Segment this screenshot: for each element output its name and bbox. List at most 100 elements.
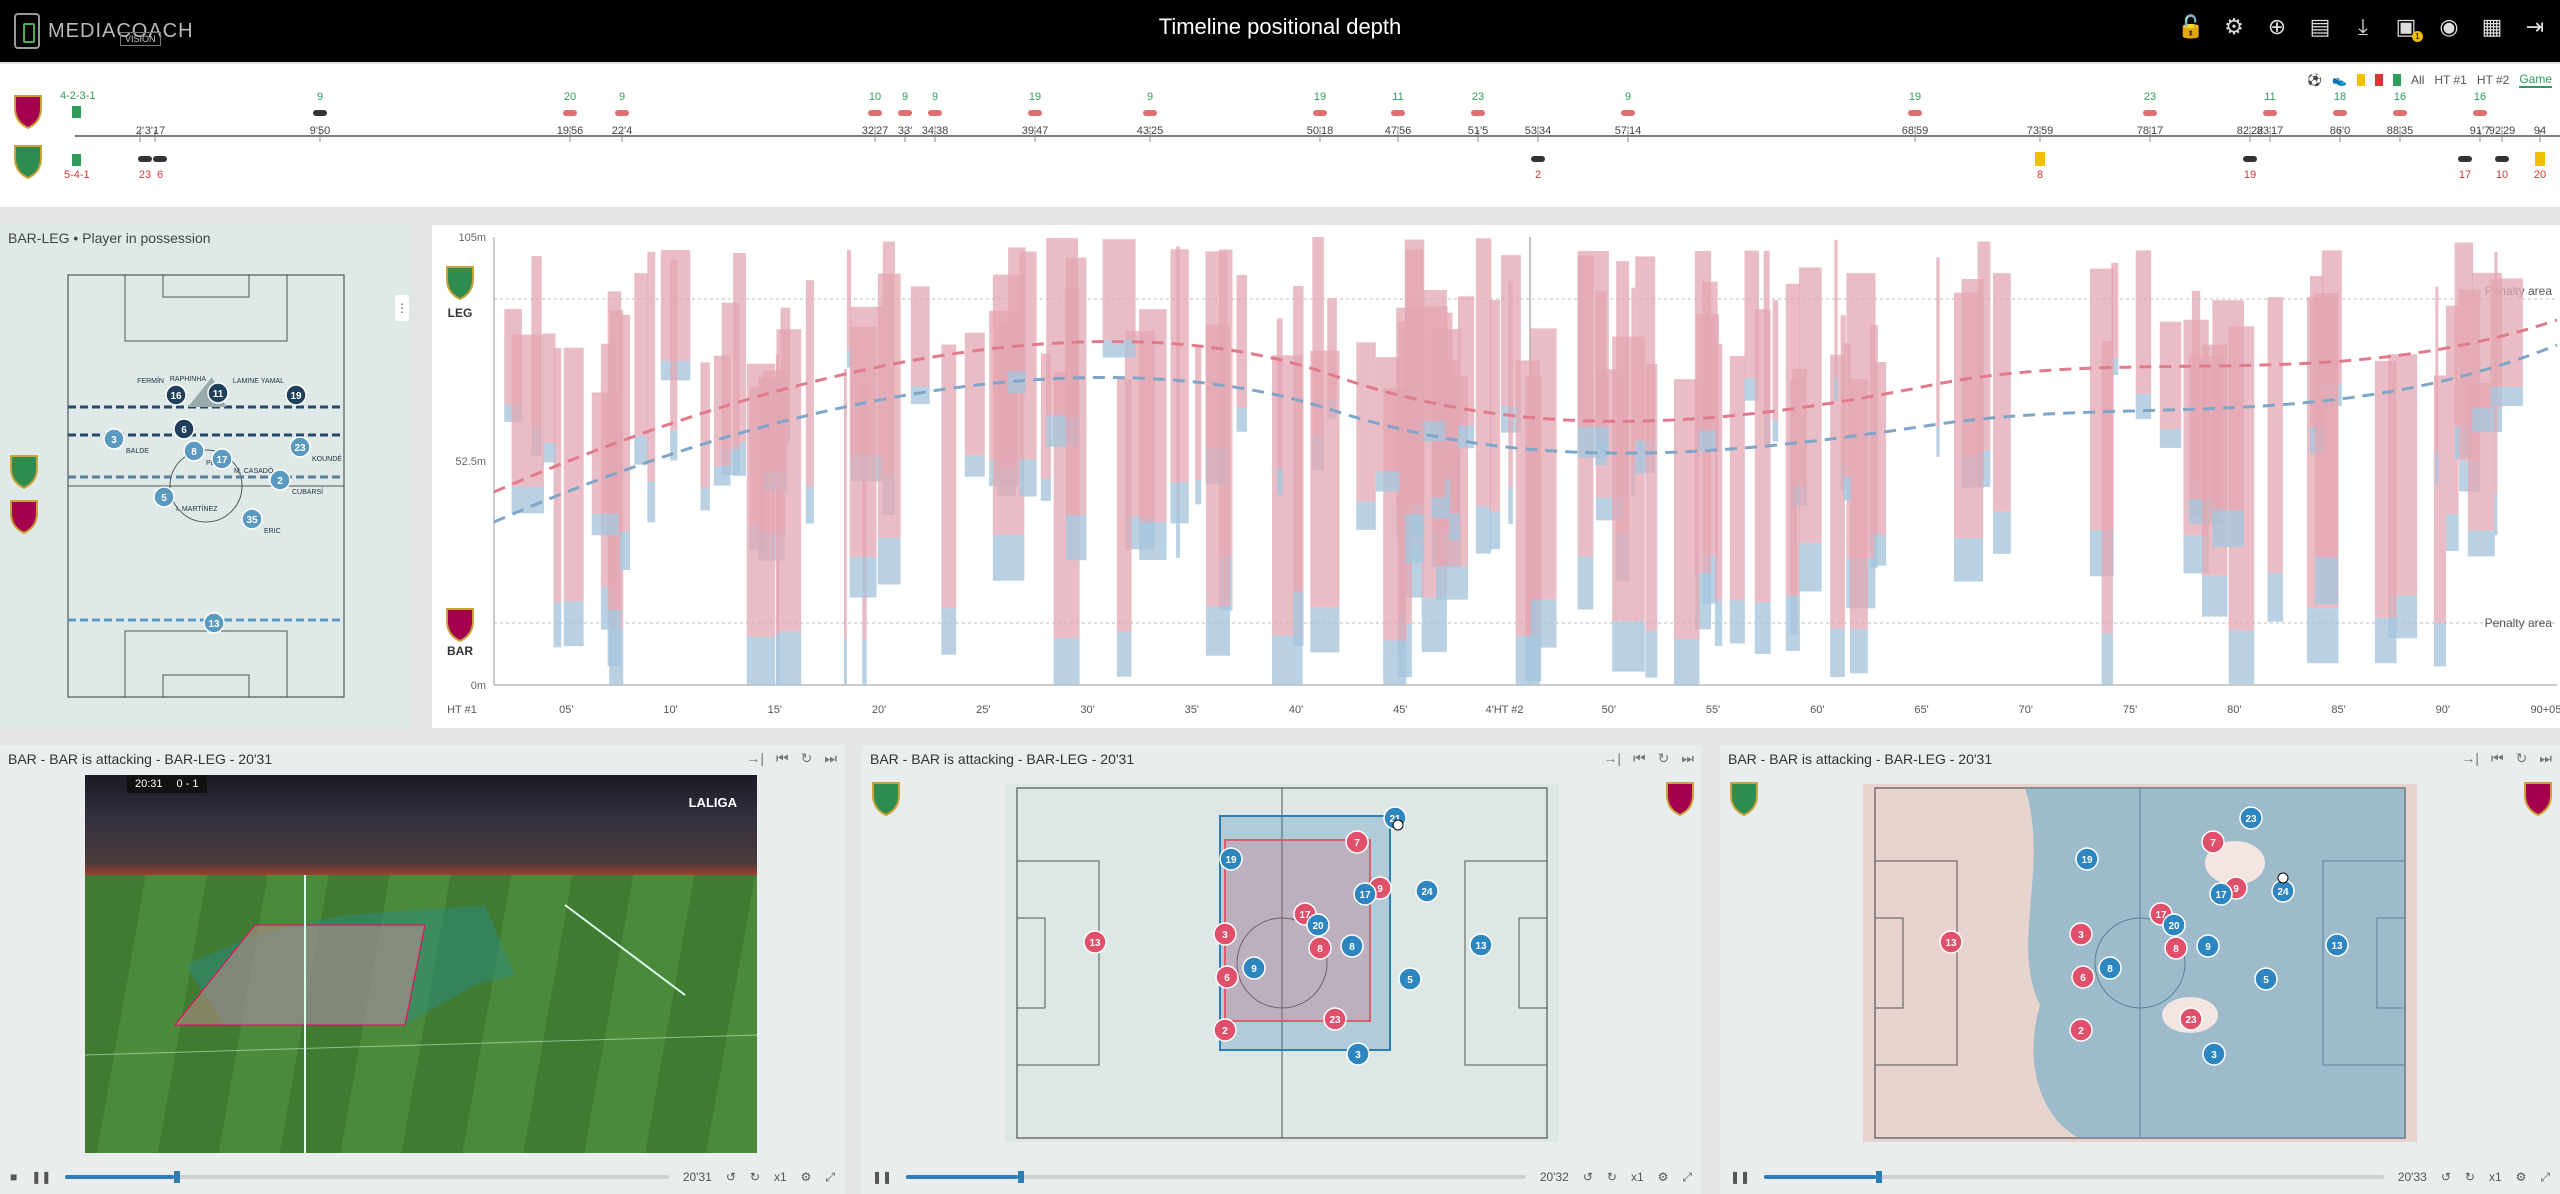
shoe-icon (1471, 110, 1485, 116)
x-tick-label: 80' (2227, 704, 2241, 716)
player-name: RAPHINHA (170, 376, 207, 383)
sub-icon (72, 106, 81, 118)
video-frame[interactable]: 20:31 0 - 1 LALIGA (85, 775, 757, 1153)
timeline-time-label: 3'17 (145, 125, 165, 137)
rewind-icon[interactable]: ↺ (1582, 1170, 1593, 1184)
x-tick-label: 05' (559, 704, 573, 716)
pause-button[interactable]: ❚❚ (872, 1170, 893, 1184)
red-card-filter-icon[interactable] (2375, 74, 2384, 86)
rewind-icon[interactable]: ↺ (2440, 1170, 2451, 1184)
plus-circle-icon[interactable]: ⊕ (2267, 14, 2287, 39)
ball-icon (1392, 819, 1404, 831)
app-logo[interactable]: MEDIACOACH (14, 8, 194, 54)
shape-progress[interactable] (906, 1171, 1526, 1183)
depth-bar-leg (647, 251, 656, 482)
video-progress[interactable] (65, 1171, 669, 1183)
last-icon[interactable]: ⏭ (2539, 750, 2552, 766)
settings-icon[interactable]: ⚙ (2515, 1170, 2527, 1184)
timeline-time-label: 78'17 (2137, 125, 2164, 137)
expand-icon[interactable]: →| (2461, 750, 2480, 766)
depth-bar-bar (775, 635, 780, 685)
depth-bar-leg (1874, 361, 1887, 536)
leganes-crest-icon (1730, 782, 1758, 817)
depth-bar-bar (2435, 453, 2439, 484)
speed-label[interactable]: x1 (2488, 1170, 2502, 1184)
refresh-icon[interactable]: ↻ (2515, 750, 2528, 766)
logout-icon[interactable]: ⇥ (2525, 14, 2545, 39)
forward-icon[interactable]: ↻ (1606, 1170, 1617, 1184)
user-icon[interactable]: ◉ (2439, 14, 2459, 39)
yellow-card-filter-icon[interactable] (2357, 74, 2366, 86)
filter-all[interactable]: All (2411, 73, 2425, 87)
filter-ht1[interactable]: HT #1 (2434, 73, 2467, 87)
map-icon[interactable]: ▤ (2309, 14, 2331, 39)
gear-icon[interactable]: ⚙ (2224, 14, 2244, 39)
forward-icon[interactable]: ↻ (2464, 1170, 2475, 1184)
player-number: 19 (290, 391, 302, 402)
pause-button[interactable]: ❚❚ (31, 1170, 52, 1184)
download-icon[interactable]: ⤓ (2358, 14, 2368, 39)
player-number: 13 (2331, 941, 2343, 952)
last-icon[interactable]: ⏭ (1681, 750, 1694, 766)
player-number: 5 (161, 493, 167, 504)
shoe-filter-icon[interactable]: 👟 (2332, 73, 2348, 87)
depth-bar-bar (1798, 542, 1822, 592)
refresh-icon[interactable]: ↻ (800, 750, 813, 766)
panel-menu-icon[interactable]: ⋮ (395, 295, 409, 321)
player-light-marker (183, 440, 205, 462)
first-icon[interactable]: ⏮ (2491, 750, 2504, 766)
video-overlay (85, 875, 757, 1153)
heat-pitch[interactable]: 13 7 9 3 17 8 6 2 23 23 19 17 24 20 9 8 5 13 3 (1720, 745, 2560, 1155)
shoe-icon (1143, 110, 1157, 116)
first-icon[interactable]: ⏮ (1633, 750, 1646, 766)
forward-icon[interactable]: ↻ (749, 1170, 760, 1184)
red-player-marker (1215, 965, 1239, 989)
refresh-icon[interactable]: ↻ (1657, 750, 1670, 766)
expand-icon[interactable]: →| (1603, 750, 1622, 766)
pause-button[interactable]: ❚❚ (1730, 1170, 1751, 1184)
shape-pitch[interactable]: 13 7 9 3 17 8 6 2 23 21 19 17 24 20 8 9 5 13 3 (862, 745, 1702, 1155)
player-number: 13 (1475, 941, 1487, 952)
player-number: 7 (2210, 838, 2216, 849)
timeline-track[interactable]: 2' 3'17 9'50 19'56 22'4 32'27 33' 34'38 39'47 43'… (0, 64, 2560, 207)
expand-icon[interactable]: →| (746, 750, 765, 766)
tac-icon[interactable]: ■ (10, 1170, 18, 1184)
last-icon[interactable]: ⏭ (824, 750, 837, 766)
fullscreen-icon[interactable]: ⤢ (825, 1169, 835, 1184)
shoe-icon (138, 156, 152, 162)
depth-bar-bar (1834, 376, 1838, 401)
grid-icon[interactable]: ▦ (2481, 14, 2503, 39)
blue-player-marker (2075, 847, 2099, 871)
rewind-icon[interactable]: ↺ (725, 1170, 736, 1184)
settings-icon[interactable]: ⚙ (1657, 1170, 1669, 1184)
fullscreen-icon[interactable]: ⤢ (2540, 1169, 2550, 1184)
timeline-time-label: 47'56 (1385, 125, 1412, 137)
player-name: M. CASADÓ (234, 466, 274, 475)
timeline-time-label: 68'59 (1902, 125, 1929, 137)
sub-filter-icon[interactable] (2393, 74, 2402, 86)
filter-ht2[interactable]: HT #2 (2476, 73, 2510, 87)
possession-pitch[interactable]: 16 FERMÍN 11 RAPHINHA 19 LAMINE YAMAL 6 3 BALDE 8… (0, 225, 412, 728)
x-tick-label: 20' (872, 704, 886, 716)
away-event-number: 8 (2037, 169, 2043, 181)
heat-progress[interactable] (1764, 1171, 2384, 1183)
save-icon[interactable]: ▣ 1 (2393, 14, 2423, 42)
ball-filter-icon[interactable]: ⚽ (2307, 73, 2323, 87)
settings-icon[interactable]: ⚙ (800, 1170, 812, 1184)
depth-bar-bar (1116, 632, 1132, 677)
first-icon[interactable]: ⏮ (776, 750, 789, 766)
depth-bar-leg (1714, 343, 1723, 601)
depth-bar-bar (1874, 535, 1887, 566)
depth-bar-bar (1673, 639, 1700, 685)
speed-label[interactable]: x1 (1630, 1170, 1644, 1184)
filter-game[interactable]: Game (2519, 72, 2552, 88)
home-event-number: 9 (317, 91, 323, 103)
speed-label[interactable]: x1 (773, 1170, 787, 1184)
fullscreen-icon[interactable]: ⤢ (1682, 1169, 1692, 1184)
player-dark-marker (165, 384, 187, 406)
top-box (124, 274, 288, 342)
depth-bar-leg (843, 368, 847, 638)
unlock-icon[interactable]: 🔓 (2177, 14, 2205, 39)
depth-bar-bar (1696, 430, 1720, 452)
